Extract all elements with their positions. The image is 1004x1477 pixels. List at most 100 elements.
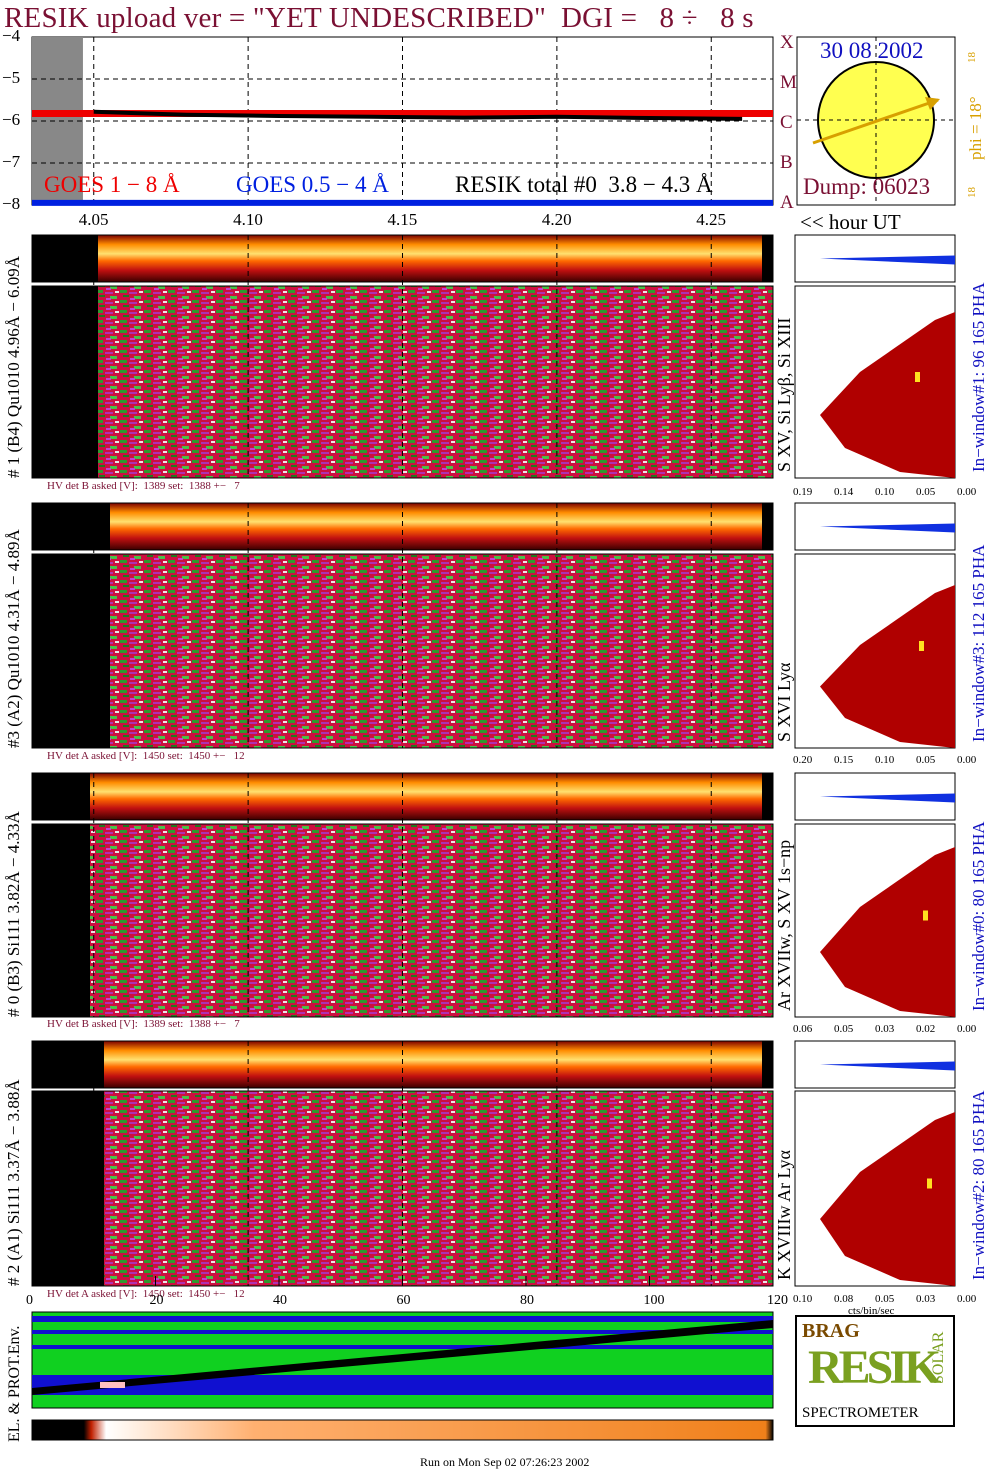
histogram-tick: 0.02 <box>916 1023 936 1035</box>
y-tick-label: −6 <box>2 110 21 129</box>
y-tick-label: −7 <box>2 152 21 171</box>
hv-status: HV det A asked [V]: 1450 set: 1450 +− 12 <box>47 1288 245 1300</box>
data-gap-shade <box>32 37 83 205</box>
env-band-2 <box>32 1330 773 1334</box>
histogram-unit: cts/bin/sec <box>848 1305 895 1317</box>
flare-class-label: X <box>780 32 794 53</box>
spectral-lines-label: S XVI Lyα <box>774 662 794 742</box>
band-gap <box>32 503 110 550</box>
pha-histogram <box>820 793 955 803</box>
dump-number: Dump: 06023 <box>803 174 931 199</box>
channel-label: #3 (A2) Qu1010 4.31Å − 4.89Å <box>4 529 23 748</box>
env-band-4 <box>32 1375 773 1395</box>
histogram-tick: 0.03 <box>875 1023 895 1035</box>
x-tick-label: 4.20 <box>541 210 572 229</box>
sun-axis-arrow <box>812 98 939 145</box>
histogram-tick: 0.05 <box>916 754 936 766</box>
histogram-tick: 0.05 <box>834 1023 854 1035</box>
logo-bottom: SPECTROMETER <box>802 1405 919 1421</box>
histogram-tick: 0.03 <box>916 1293 936 1305</box>
logo-top-letters: BRAG <box>802 1320 860 1342</box>
histogram-tick: 0.05 <box>875 1293 895 1305</box>
pha-histogram <box>820 523 955 533</box>
spectrum-gap <box>32 824 90 1017</box>
spectrum-gap <box>32 554 110 748</box>
band-edge <box>762 1041 773 1088</box>
channel-label: # 2 (A1) Si111 3.37Å − 3.88Å <box>4 1079 23 1286</box>
hv-status: HV det A asked [V]: 1450 set: 1450 +− 12 <box>47 750 245 762</box>
histogram-tick: 0.14 <box>834 486 854 498</box>
phi-scale-top: 18 <box>966 52 978 63</box>
bin-tick-label: 100 <box>643 1293 665 1308</box>
histogram-tick: 0.00 <box>957 754 977 766</box>
flare-class-label: A <box>780 192 794 213</box>
logo-side: SOLAR <box>930 1331 947 1384</box>
window-label: In−window#3: 112 165 PHA <box>969 544 988 742</box>
histogram-marker <box>927 1178 932 1189</box>
histogram-tick: 0.15 <box>834 754 854 766</box>
channel-label: # 1 (B4) Qu1010 4.96Å − 6.09Å <box>4 255 23 478</box>
count-histogram <box>820 585 955 748</box>
bin-tick-label: 120 <box>767 1293 788 1308</box>
band-edge <box>762 503 773 550</box>
env-marker <box>100 1382 125 1388</box>
window-label: In−window#2: 80 165 PHA <box>969 1090 988 1280</box>
histogram-tick: 0.06 <box>793 1023 813 1035</box>
spectral-lines-label: Ar XVIIw, S XV 1s−np <box>774 839 794 1011</box>
histogram-tick: 0.00 <box>957 1293 977 1305</box>
series-line <box>93 109 743 121</box>
histogram-tick: 0.05 <box>916 486 936 498</box>
legend-resik-total: RESIK total #0 3.8 − 4.3 Å <box>455 172 713 197</box>
x-tick-label: 4.25 <box>696 210 726 229</box>
histogram-tick: 0.08 <box>834 1293 854 1305</box>
histogram-tick: 0.00 <box>957 486 977 498</box>
histogram-tick: 0.10 <box>793 1293 813 1305</box>
count-histogram <box>820 1112 955 1286</box>
spectra-panels <box>31 234 956 1287</box>
pha-histogram <box>820 255 955 265</box>
histogram-marker <box>919 641 924 651</box>
environment-label: EL. & PROT.Env. <box>6 1325 23 1442</box>
y-tick-label: −4 <box>2 26 21 45</box>
goes-lightcurve-plot <box>31 36 956 206</box>
env-band-1 <box>32 1316 773 1322</box>
band-gap <box>32 773 90 820</box>
legend-goes-0.5-4: GOES 0.5 − 4 Å <box>236 172 389 197</box>
flare-class-label: B <box>780 152 793 173</box>
bin-tick-label: 80 <box>520 1293 534 1308</box>
count-histogram <box>820 312 955 478</box>
logo-frame <box>795 1315 955 1427</box>
env-color-bar <box>31 1419 774 1441</box>
env-band-3 <box>32 1345 773 1349</box>
spectral-lines-label: S XV, Si Lyβ, Si XIII <box>774 317 794 472</box>
run-timestamp: Run on Mon Sep 02 07:26:23 2002 <box>420 1455 590 1469</box>
count-histogram <box>820 847 955 1017</box>
bin-tick-label: 60 <box>396 1293 411 1308</box>
flare-class-label: C <box>780 112 793 133</box>
histogram-tick: 0.00 <box>957 1023 977 1035</box>
phi-angle: phi = 18° <box>966 96 985 160</box>
histogram-tick: 0.19 <box>793 486 813 498</box>
legend-goes-1-8: GOES 1 − 8 Å <box>44 172 180 197</box>
flare-class-label: M <box>780 72 797 93</box>
hv-status: HV det B asked [V]: 1389 set: 1388 +− 7 <box>47 480 240 492</box>
band-edge <box>762 773 773 820</box>
phi-scale-bottom: 18 <box>966 187 978 198</box>
env-trend <box>32 1320 773 1395</box>
histogram-tick: 0.20 <box>793 754 813 766</box>
band-gap <box>32 1041 104 1088</box>
logo-main: RESIK <box>808 1341 941 1394</box>
observation-date: 30 08 2002 <box>820 38 924 63</box>
bin-tick-label: 20 <box>149 1293 164 1308</box>
sun-axis-arrowhead <box>925 97 940 110</box>
x-tick-label: 4.05 <box>78 210 109 229</box>
channel-label: # 0 (B3) Si111 3.82Å − 4.33Å <box>4 811 23 1017</box>
x-tick-label: 4.15 <box>387 210 418 229</box>
spectrum-gap <box>32 1091 104 1286</box>
hv-status: HV det B asked [V]: 1389 set: 1388 +− 7 <box>47 1018 240 1030</box>
histogram-marker <box>915 372 920 382</box>
histogram-tick: 0.10 <box>875 754 895 766</box>
bin-tick-label: 0 <box>26 1293 33 1308</box>
bin-tick-label: 40 <box>273 1293 287 1308</box>
